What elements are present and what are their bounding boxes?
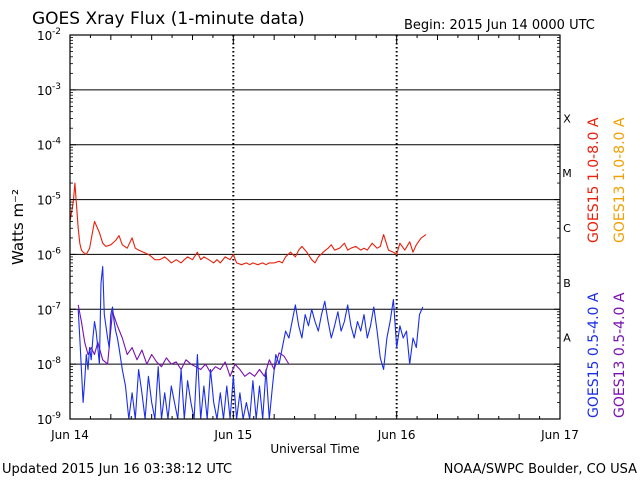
y-tick-label: 10	[37, 194, 52, 208]
y-tick-label: 10	[37, 248, 52, 262]
chart-title: GOES Xray Flux (1-minute data)	[32, 9, 305, 29]
x-tick-label: Jun 17	[540, 428, 579, 442]
legend-entry: GOES15 1.0-8.0 A	[586, 117, 602, 243]
x-tick-label: Jun 14	[50, 428, 89, 442]
flare-class-label: X	[563, 112, 571, 125]
credit-line: NOAA/SWPC Boulder, CO USA	[444, 462, 637, 477]
flare-class-label: C	[563, 222, 571, 235]
y-tick-exponent: -2	[52, 27, 61, 37]
legend-entry: GOES13 0.5-4.0 A	[612, 292, 628, 418]
y-tick-label: 10	[37, 84, 52, 98]
legend-entry: GOES13 1.0-8.0 A	[612, 117, 628, 243]
series-line	[69, 182, 427, 266]
flare-class-label: M	[562, 167, 572, 180]
y-tick-label: 10	[37, 303, 52, 317]
series-line	[77, 304, 290, 377]
y-tick-exponent: -9	[52, 411, 61, 421]
y-tick-exponent: -8	[52, 356, 61, 366]
y-tick-label: 10	[37, 413, 52, 427]
y-tick-label: 10	[37, 358, 52, 372]
y-axis-label: Watts m⁻²	[9, 189, 27, 265]
legend-entry: GOES15 0.5-4.0 A	[586, 292, 602, 418]
updated-timestamp: Updated 2015 Jun 16 03:38:12 UTC	[2, 462, 232, 477]
y-tick-label: 10	[37, 29, 52, 43]
y-tick-exponent: -5	[52, 192, 61, 202]
flare-class-label: A	[563, 332, 571, 345]
x-tick-label: Jun 16	[377, 428, 416, 442]
y-tick-exponent: -4	[52, 137, 61, 147]
flare-class-label: B	[563, 277, 571, 290]
y-tick-exponent: -7	[52, 301, 61, 311]
begin-time: Begin: 2015 Jun 14 0000 UTC	[404, 18, 595, 33]
x-axis-label: Universal Time	[270, 442, 359, 456]
y-tick-exponent: -6	[52, 246, 61, 256]
x-tick-label: Jun 15	[213, 428, 252, 442]
y-tick-label: 10	[37, 139, 52, 153]
y-tick-exponent: -3	[52, 82, 61, 92]
